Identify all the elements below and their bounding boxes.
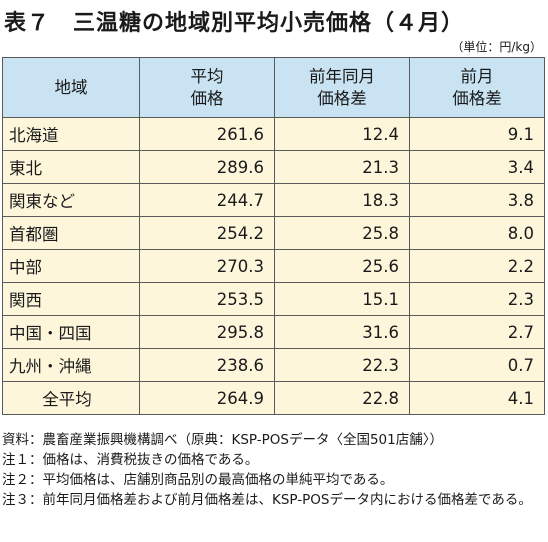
note-label: 資料： bbox=[2, 432, 43, 448]
table-row: 北海道 261.6 12.4 9.1 bbox=[2, 117, 545, 151]
mom-diff-cell: 2.2 bbox=[409, 249, 545, 283]
table-row: 中部 270.3 25.6 2.2 bbox=[2, 249, 545, 283]
header-yoy-diff: 前年同月 価格差 bbox=[274, 57, 410, 118]
mom-diff-cell: 3.8 bbox=[409, 183, 545, 217]
unit-label: （単位：円/kg） bbox=[451, 40, 542, 54]
table-row: 中国・四国 295.8 31.6 2.7 bbox=[2, 315, 545, 349]
total-yoy-diff-cell: 22.8 bbox=[274, 381, 410, 415]
region-cell: 北海道 bbox=[2, 117, 140, 151]
mom-diff-cell: 2.7 bbox=[409, 315, 545, 349]
total-avg-price-cell: 264.9 bbox=[139, 381, 275, 415]
yoy-diff-cell: 12.4 bbox=[274, 117, 410, 151]
region-cell: 関東など bbox=[2, 183, 140, 217]
yoy-diff-cell: 21.3 bbox=[274, 150, 410, 184]
avg-price-cell: 295.8 bbox=[139, 315, 275, 349]
note-text: 平均価格は、店舗別商品別の最高価格の単純平均である。 bbox=[42, 472, 394, 488]
avg-price-cell: 238.6 bbox=[139, 348, 275, 382]
avg-price-cell: 261.6 bbox=[139, 117, 275, 151]
note-2: 注２： 平均価格は、店舗別商品別の最高価格の単純平均である。 bbox=[2, 470, 546, 490]
avg-price-cell: 289.6 bbox=[139, 150, 275, 184]
yoy-diff-cell: 25.6 bbox=[274, 249, 410, 283]
avg-price-cell: 254.2 bbox=[139, 216, 275, 250]
total-row: 全平均 264.9 22.8 4.1 bbox=[2, 381, 545, 415]
region-cell: 関西 bbox=[2, 282, 140, 316]
note-label: 注１： bbox=[2, 452, 43, 468]
region-cell: 中国・四国 bbox=[2, 315, 140, 349]
total-label-cell: 全平均 bbox=[2, 381, 140, 415]
avg-price-cell: 244.7 bbox=[139, 183, 275, 217]
yoy-diff-cell: 15.1 bbox=[274, 282, 410, 316]
table-row: 首都圏 254.2 25.8 8.0 bbox=[2, 216, 545, 250]
note-text: 価格は、消費税抜きの価格である。 bbox=[42, 452, 259, 468]
note-1: 注１： 価格は、消費税抜きの価格である。 bbox=[2, 450, 546, 470]
region-cell: 九州・沖縄 bbox=[2, 348, 140, 382]
source-note: 資料： 農畜産業振興機構調べ（原典：KSP-POSデータ〈全国501店舗〉） bbox=[2, 430, 546, 450]
yoy-diff-cell: 31.6 bbox=[274, 315, 410, 349]
notes: 資料： 農畜産業振興機構調べ（原典：KSP-POSデータ〈全国501店舗〉） 注… bbox=[2, 430, 546, 510]
table-row: 九州・沖縄 238.6 22.3 0.7 bbox=[2, 348, 545, 382]
table-row: 東北 289.6 21.3 3.4 bbox=[2, 150, 545, 184]
region-cell: 首都圏 bbox=[2, 216, 140, 250]
mom-diff-cell: 2.3 bbox=[409, 282, 545, 316]
region-cell: 東北 bbox=[2, 150, 140, 184]
note-label: 注３： bbox=[2, 492, 43, 508]
total-mom-diff-cell: 4.1 bbox=[409, 381, 545, 415]
note-text: 農畜産業振興機構調べ（原典：KSP-POSデータ〈全国501店舗〉） bbox=[42, 432, 444, 448]
table-row: 関東など 244.7 18.3 3.8 bbox=[2, 183, 545, 217]
mom-diff-cell: 8.0 bbox=[409, 216, 545, 250]
region-cell: 中部 bbox=[2, 249, 140, 283]
yoy-diff-cell: 25.8 bbox=[274, 216, 410, 250]
note-3: 注３： 前年同月価格差および前月価格差は、KSP-POSデータ内における価格差で… bbox=[2, 490, 546, 510]
header-region: 地域 bbox=[2, 57, 140, 118]
mom-diff-cell: 0.7 bbox=[409, 348, 545, 382]
note-label: 注２： bbox=[2, 472, 43, 488]
yoy-diff-cell: 18.3 bbox=[274, 183, 410, 217]
mom-diff-cell: 3.4 bbox=[409, 150, 545, 184]
yoy-diff-cell: 22.3 bbox=[274, 348, 410, 382]
header-mom-diff: 前月 価格差 bbox=[409, 57, 545, 118]
avg-price-cell: 253.5 bbox=[139, 282, 275, 316]
table-row: 関西 253.5 15.1 2.3 bbox=[2, 282, 545, 316]
price-table: 地域 平均 価格 前年同月 価格差 前月 価格差 北海道 261.6 12.4 9.1… bbox=[2, 57, 545, 415]
header-avg-price: 平均 価格 bbox=[139, 57, 275, 118]
avg-price-cell: 270.3 bbox=[139, 249, 275, 283]
header-row: 地域 平均 価格 前年同月 価格差 前月 価格差 bbox=[2, 57, 545, 118]
mom-diff-cell: 9.1 bbox=[409, 117, 545, 151]
note-text: 前年同月価格差および前月価格差は、KSP-POSデータ内における価格差である。 bbox=[42, 492, 532, 508]
table-title: 表７ 三温糖の地域別平均小売価格（４月） bbox=[4, 11, 465, 36]
